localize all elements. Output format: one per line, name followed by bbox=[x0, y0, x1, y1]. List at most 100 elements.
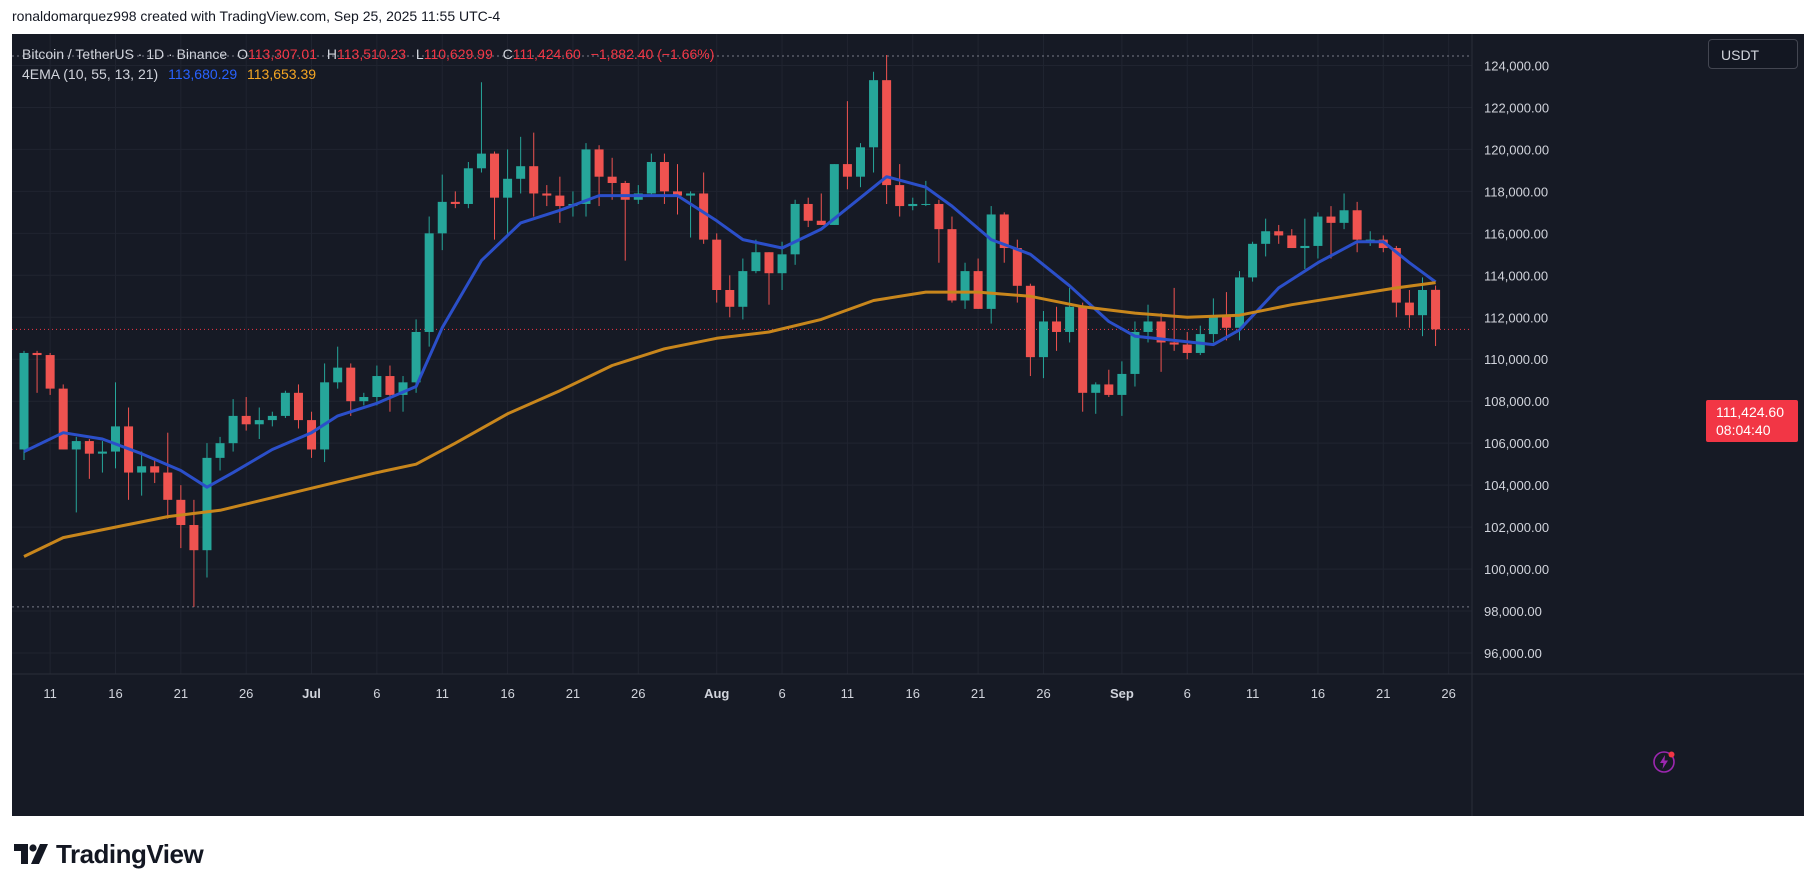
candle-body[interactable] bbox=[267, 415, 277, 421]
candle-body[interactable] bbox=[228, 415, 238, 444]
indicator-title[interactable]: 4EMA (10, 55, 13, 21) bbox=[22, 66, 159, 82]
candle-body[interactable] bbox=[1208, 315, 1218, 335]
candle-body[interactable] bbox=[476, 153, 486, 169]
candle-body[interactable] bbox=[751, 252, 761, 272]
candle-body[interactable] bbox=[673, 191, 682, 196]
candle-body[interactable] bbox=[869, 80, 879, 148]
candle-body[interactable] bbox=[908, 203, 918, 207]
candle-body[interactable] bbox=[372, 376, 382, 398]
candle-body[interactable] bbox=[764, 252, 774, 274]
candle-body[interactable] bbox=[1012, 248, 1022, 286]
candle-body[interactable] bbox=[829, 164, 839, 225]
candle-body[interactable] bbox=[320, 382, 330, 450]
symbol-title[interactable]: Bitcoin / TetherUS · 1D · Binance bbox=[22, 46, 228, 62]
candle-body[interactable] bbox=[424, 233, 434, 332]
candle-body[interactable] bbox=[777, 254, 787, 274]
candle-body[interactable] bbox=[973, 271, 983, 309]
price-chart[interactable]: 96,000.00 98,000.00 100,000.00 102,000.00 10… bbox=[12, 34, 1804, 816]
candle-body[interactable] bbox=[398, 382, 408, 395]
candle-body[interactable] bbox=[333, 367, 343, 383]
candle-body[interactable] bbox=[855, 147, 865, 177]
candle-body[interactable] bbox=[1261, 231, 1271, 244]
candle-body[interactable] bbox=[110, 426, 120, 452]
candle-body[interactable] bbox=[463, 168, 473, 204]
candle-body[interactable] bbox=[1052, 321, 1062, 332]
candle-body[interactable] bbox=[659, 162, 669, 192]
candle-body[interactable] bbox=[346, 367, 356, 402]
candle-body[interactable] bbox=[934, 203, 944, 230]
candle-body[interactable] bbox=[999, 214, 1009, 249]
candle-body[interactable] bbox=[607, 176, 617, 183]
candle-body[interactable] bbox=[516, 166, 526, 179]
candle-body[interactable] bbox=[947, 229, 957, 301]
candle-body[interactable] bbox=[202, 457, 212, 551]
candle-body[interactable] bbox=[1117, 373, 1127, 395]
candle-body[interactable] bbox=[19, 352, 29, 450]
candle-body[interactable] bbox=[1431, 289, 1441, 330]
candle-body[interactable] bbox=[594, 149, 604, 177]
candle-body[interactable] bbox=[712, 239, 722, 290]
candle-body[interactable] bbox=[1313, 216, 1323, 246]
candle-body[interactable] bbox=[738, 271, 748, 307]
candle-body[interactable] bbox=[1156, 321, 1166, 343]
candle-body[interactable] bbox=[1025, 285, 1035, 358]
candle-body[interactable] bbox=[150, 466, 160, 473]
candle-body[interactable] bbox=[816, 220, 826, 225]
candle-body[interactable] bbox=[529, 166, 539, 194]
currency-unit-button[interactable]: USDT bbox=[1708, 39, 1798, 69]
candle-body[interactable] bbox=[84, 441, 94, 454]
candle-body[interactable] bbox=[1235, 277, 1245, 328]
candle-body[interactable] bbox=[1169, 342, 1179, 345]
candle-body[interactable] bbox=[1143, 321, 1153, 332]
candle-body[interactable] bbox=[1287, 235, 1297, 249]
candle-body[interactable] bbox=[1391, 248, 1401, 303]
candle-body[interactable] bbox=[581, 149, 591, 204]
candle-body[interactable] bbox=[686, 193, 696, 196]
candle-body[interactable] bbox=[254, 420, 264, 425]
candle-body[interactable] bbox=[1182, 344, 1192, 353]
candle-body[interactable] bbox=[450, 201, 460, 204]
candle-body[interactable] bbox=[1365, 239, 1375, 241]
candle-body[interactable] bbox=[176, 499, 186, 526]
candle-body[interactable] bbox=[385, 376, 395, 395]
candle-body[interactable] bbox=[882, 80, 892, 186]
candle-body[interactable] bbox=[842, 164, 852, 177]
candle-body[interactable] bbox=[803, 203, 813, 221]
candle-body[interactable] bbox=[71, 441, 81, 450]
candle-body[interactable] bbox=[1339, 210, 1349, 223]
candle-body[interactable] bbox=[725, 290, 735, 307]
candle-body[interactable] bbox=[1404, 302, 1414, 316]
candle-body[interactable] bbox=[411, 331, 421, 383]
candle-body[interactable] bbox=[895, 185, 905, 207]
candle-body[interactable] bbox=[790, 203, 800, 255]
candle-body[interactable] bbox=[32, 352, 42, 356]
candle-body[interactable] bbox=[215, 443, 225, 458]
candle-body[interactable] bbox=[1104, 384, 1114, 395]
candle-body[interactable] bbox=[280, 392, 290, 416]
candle-body[interactable] bbox=[1274, 231, 1284, 236]
candle-body[interactable] bbox=[699, 193, 709, 240]
candle-body[interactable] bbox=[437, 201, 447, 234]
candle-body[interactable] bbox=[1130, 331, 1140, 374]
candle-body[interactable] bbox=[359, 397, 369, 402]
candle-body[interactable] bbox=[307, 420, 317, 450]
candle-body[interactable] bbox=[1417, 290, 1427, 316]
tradingview-logo[interactable]: TradingView bbox=[14, 838, 204, 870]
candle-body[interactable] bbox=[137, 466, 147, 473]
candle-body[interactable] bbox=[620, 182, 630, 200]
candle-body[interactable] bbox=[555, 195, 565, 207]
candle-body[interactable] bbox=[163, 472, 173, 500]
candle-body[interactable] bbox=[241, 415, 251, 425]
candle-body[interactable] bbox=[542, 193, 552, 196]
candle-body[interactable] bbox=[1378, 239, 1388, 249]
candle-body[interactable] bbox=[189, 525, 199, 551]
candle-body[interactable] bbox=[1038, 321, 1048, 358]
candle-body[interactable] bbox=[490, 153, 500, 198]
candle-body[interactable] bbox=[1248, 243, 1258, 278]
candle-body[interactable] bbox=[1326, 216, 1336, 223]
candle-body[interactable] bbox=[1078, 306, 1088, 393]
candle-body[interactable] bbox=[1221, 315, 1231, 328]
candle-body[interactable] bbox=[1091, 384, 1101, 393]
candle-body[interactable] bbox=[1352, 210, 1362, 240]
candle-body[interactable] bbox=[1065, 306, 1075, 332]
